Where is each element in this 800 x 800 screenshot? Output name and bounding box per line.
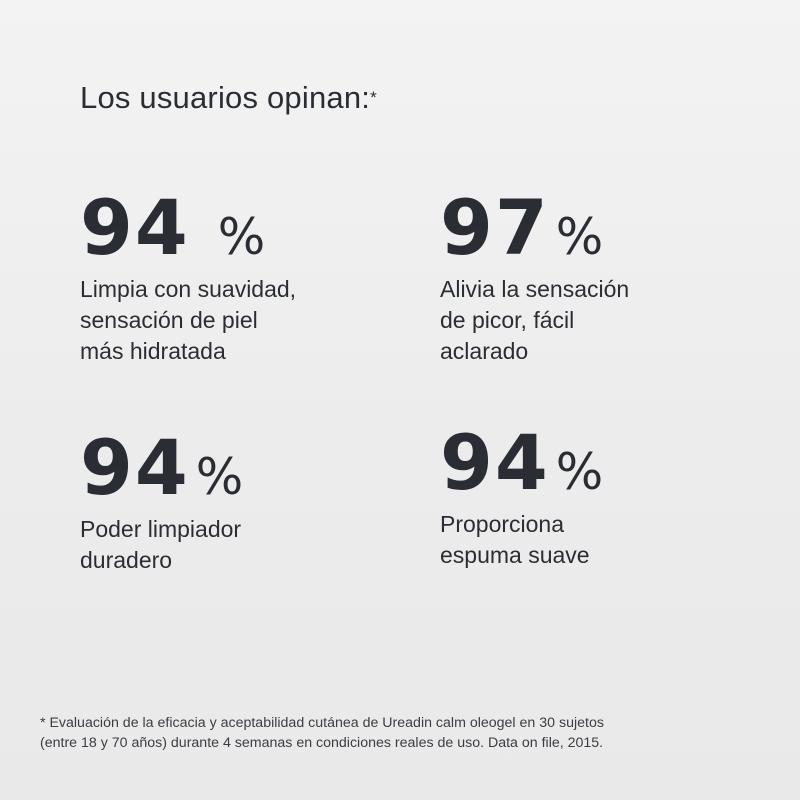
stat-unit: %	[195, 448, 244, 506]
page-title: Los usuarios opinan:*	[80, 80, 377, 116]
stat-unit: %	[555, 208, 604, 266]
stat-description-line: Limpia con suavidad,	[80, 276, 297, 302]
stat-description-line: espuma suave	[440, 542, 590, 568]
footnote-line: * Evaluación de la eficacia y aceptabili…	[40, 715, 604, 731]
stat-description-line: de picor, fácil	[440, 307, 575, 333]
stat-block-soft-foam: 94 % Proporciona espuma suave	[440, 425, 760, 571]
stat-description-line: duradero	[80, 547, 173, 573]
stat-figure: 94 %	[80, 190, 400, 266]
footnote-marker: *	[370, 87, 377, 107]
footnote-line: (entre 18 y 70 años) durante 4 semanas e…	[40, 735, 604, 751]
stat-figure: 94 %	[80, 430, 400, 506]
stat-block-lasting-cleansing: 94 % Poder limpiador duradero	[80, 430, 400, 576]
stat-block-cleanses-gently: 94 % Limpia con suavidad, sensación de p…	[80, 190, 400, 367]
stat-description-line: más hidratada	[80, 338, 226, 364]
stat-figure: 94 %	[440, 425, 760, 501]
stat-unit: %	[217, 208, 266, 266]
stat-description-line: sensación de piel	[80, 307, 258, 333]
stat-description: Proporciona espuma suave	[440, 509, 760, 571]
stat-value: 94	[80, 183, 190, 272]
stat-description: Limpia con suavidad, sensación de piel m…	[80, 274, 400, 367]
stat-description-line: Proporciona	[440, 511, 565, 537]
stat-figure: 97 %	[440, 190, 760, 266]
stat-value: 94	[80, 423, 190, 512]
footnote: * Evaluación de la eficacia y aceptabili…	[40, 713, 770, 753]
stat-description-line: Poder limpiador	[80, 516, 242, 542]
stat-description-line: aclarado	[440, 338, 529, 364]
stat-block-relieves-itching: 97 % Alivia la sensación de picor, fácil…	[440, 190, 760, 367]
stat-description: Poder limpiador duradero	[80, 514, 400, 576]
stat-description: Alivia la sensación de picor, fácil acla…	[440, 274, 760, 367]
stat-description-line: Alivia la sensación	[440, 276, 630, 302]
stat-value: 94	[440, 418, 550, 507]
page-title-text: Los usuarios opinan:	[80, 80, 371, 115]
stat-value: 97	[440, 183, 550, 272]
stat-unit: %	[555, 443, 604, 501]
